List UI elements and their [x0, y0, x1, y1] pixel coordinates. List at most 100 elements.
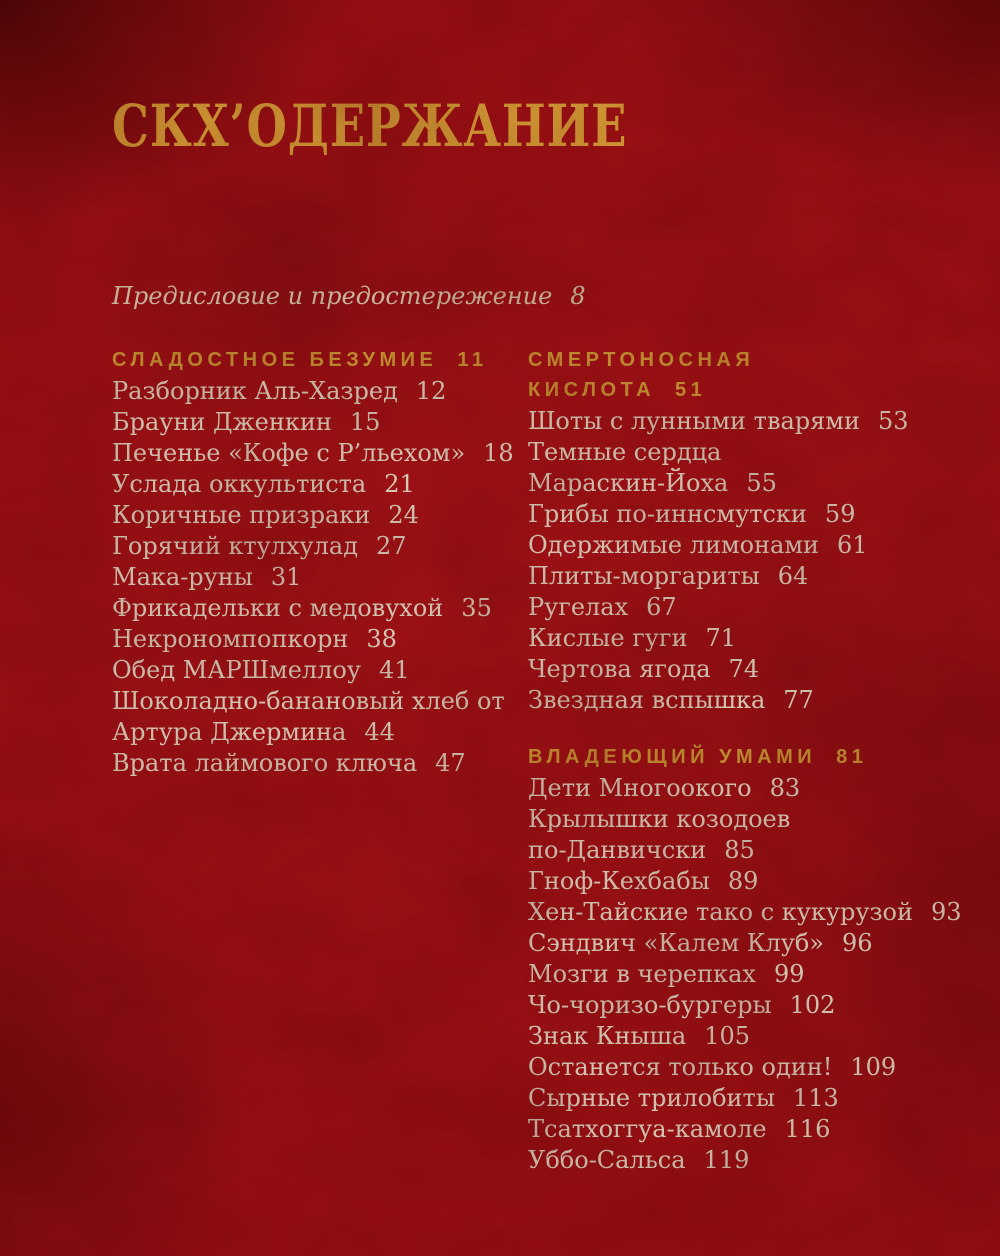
toc-item-label: Дети Многоокого — [528, 774, 752, 802]
toc-item-label: Мака-руны — [112, 563, 253, 591]
toc-item-label: Шоты с лунными тварями — [528, 407, 860, 435]
toc-item: Плиты-моргариты 64 — [528, 561, 1000, 592]
toc-item-label: Темные сердца Мараскин-Йоха — [528, 438, 729, 497]
toc-item: Хен-Тайские тако с кукурузой 93 — [528, 897, 1000, 928]
section-page-number: 81 — [836, 746, 868, 768]
section-title: ВЛАДЕЮЩИЙ УМАМИ — [528, 746, 817, 768]
toc-item-label: Услада оккультиста — [112, 470, 367, 498]
toc-item-label: Печенье «Кофе с Р’льехом» — [112, 439, 466, 467]
toc-item: Грибы по-иннсмутски 59 — [528, 499, 1000, 530]
toc-item-page-number: 59 — [824, 500, 856, 528]
toc-item-page-number: 15 — [349, 408, 381, 436]
toc-item: Тсатхоггуа-камоле 116 — [528, 1114, 1000, 1145]
toc-column-right: СМЕРТОНОСНАЯ КИСЛОТА 51 Шоты с лунными тв… — [528, 345, 1000, 1176]
toc-item-label: Грибы по-иннсмутски — [528, 500, 807, 528]
section-title: СМЕРТОНОСНАЯ КИСЛОТА — [528, 349, 755, 401]
toc-item-page-number: 24 — [388, 501, 419, 529]
preface-page-number: 8 — [570, 282, 586, 310]
toc-item-label: Тсатхоггуа-камоле — [528, 1115, 767, 1143]
toc-item-label: Некрономпопкорн — [112, 625, 349, 653]
toc-item: Темные сердца Мараскин-Йоха 55 — [528, 437, 1000, 499]
toc-item: Шоколадно-банановый хлеб от Артура Джерм… — [112, 686, 528, 748]
toc-item-page-number: 12 — [415, 377, 447, 405]
toc-item-page-number: 61 — [837, 531, 868, 559]
section-header: СЛАДОСТНОЕ БЕЗУМИЕ 11 — [112, 345, 528, 375]
section-header: ВЛАДЕЮЩИЙ УМАМИ 81 — [528, 742, 1000, 772]
toc-item-page-number: 38 — [366, 625, 397, 653]
toc-item-label: Коричные призраки — [112, 501, 371, 529]
toc-item-page-number: 71 — [705, 624, 737, 652]
toc-item-page-number: 27 — [375, 532, 407, 560]
toc-item-page-number: 105 — [704, 1022, 750, 1050]
section-page-number: 51 — [675, 379, 707, 401]
toc-item-page-number: 53 — [877, 407, 909, 435]
toc-item: Мака-руны 31 — [112, 562, 528, 593]
toc-item-label: Одержимые лимонами — [528, 531, 820, 559]
toc-item: Ругелах 67 — [528, 592, 1000, 623]
toc-item: Гноф-Кехбабы 89 — [528, 866, 1000, 897]
toc-item: Обед МАРШмеллоу 41 — [112, 655, 528, 686]
toc-item-page-number: 116 — [784, 1115, 831, 1143]
toc-item-label: Горячий ктулхулад — [112, 532, 358, 560]
toc-item: Печенье «Кофе с Р’льехом» 18 — [112, 438, 528, 469]
toc-item-label: Чо-чоризо-бургеры — [528, 991, 772, 1019]
toc-item-label: Звездная вспышка — [528, 686, 766, 714]
toc-item-label: Ругелах — [528, 593, 629, 621]
toc-column-left: СЛАДОСТНОЕ БЕЗУМИЕ 11 Разборник Аль-Хазре… — [112, 345, 528, 779]
toc-item-page-number: 44 — [364, 718, 395, 746]
toc-item-label: Сэндвич «Калем Клуб» — [528, 929, 824, 957]
toc-item-list: Дети Многоокого 83 Крылышки козодоев по-Д… — [528, 773, 1000, 1176]
toc-item-page-number: 21 — [384, 470, 415, 498]
toc-item-label: Останется только один! — [528, 1053, 833, 1081]
toc-item: Уббо-Сальса 119 — [528, 1145, 1000, 1176]
toc-item-page-number: 47 — [435, 749, 466, 777]
preface-entry: Предисловие и предостережение 8 — [112, 281, 1000, 311]
toc-item-page-number: 113 — [792, 1084, 839, 1112]
toc-item-page-number: 96 — [841, 929, 873, 957]
toc-item-page-number: 85 — [724, 836, 755, 864]
preface-label: Предисловие и предостережение — [112, 282, 553, 310]
toc-item-page-number: 93 — [930, 898, 962, 926]
toc-item: Сэндвич «Калем Клуб» 96 — [528, 928, 1000, 959]
toc-item-label: Чертова ягода — [528, 655, 711, 683]
toc-item: Знак Кныша 105 — [528, 1021, 1000, 1052]
toc-item: Шоты с лунными тварями 53 — [528, 406, 1000, 437]
toc-item: Мозги в черепках 99 — [528, 959, 1000, 990]
toc-item-page-number: 74 — [728, 655, 760, 683]
toc-item: Дети Многоокого 83 — [528, 773, 1000, 804]
toc-item-label: Уббо-Сальса — [528, 1146, 686, 1174]
toc-item-list: Шоты с лунными тварями 53 Темные сердца М… — [528, 406, 1000, 716]
toc-item-label: Сырные трилобиты — [528, 1084, 775, 1112]
toc-item-label: Фрикадельки с медовухой — [112, 594, 444, 622]
toc-item: Чертова ягода 74 — [528, 654, 1000, 685]
toc-item-page-number: 77 — [783, 686, 814, 714]
toc-item-label: Гноф-Кехбабы — [528, 867, 710, 895]
toc-item-page-number: 55 — [746, 469, 777, 497]
section-header: СМЕРТОНОСНАЯ КИСЛОТА 51 — [528, 345, 1000, 405]
toc-item: Горячий ктулхулад 27 — [112, 531, 528, 562]
toc-item: Врата лаймового ключа 47 — [112, 748, 528, 779]
toc-item-page-number: 102 — [789, 991, 836, 1019]
toc-item-page-number: 83 — [769, 774, 801, 802]
toc-item-page-number: 119 — [703, 1146, 750, 1174]
toc-item: Крылышки козодоев по-Данвичски 85 — [528, 804, 1000, 866]
toc-item-label: Шоколадно-банановый хлеб от Артура Джерм… — [112, 687, 505, 746]
toc-item-label: Мозги в черепках — [528, 960, 756, 988]
toc-item-label: Плиты-моргариты — [528, 562, 760, 590]
toc-item: Сырные трилобиты 113 — [528, 1083, 1000, 1114]
toc-item: Останется только один! 109 — [528, 1052, 1000, 1083]
toc-item-page-number: 99 — [773, 960, 805, 988]
toc-item-label: Врата лаймового ключа — [112, 749, 418, 777]
toc-item: Некрономпопкорн 38 — [112, 624, 528, 655]
toc-item-page-number: 31 — [270, 563, 302, 591]
toc-item-label: Обед МАРШмеллоу — [112, 656, 361, 684]
toc-item-page-number: 64 — [777, 562, 809, 590]
toc-item-page-number: 89 — [727, 867, 759, 895]
toc-item: Брауни Дженкин 15 — [112, 407, 528, 438]
toc-columns: СЛАДОСТНОЕ БЕЗУМИЕ 11 Разборник Аль-Хазре… — [112, 345, 1000, 1176]
toc-item-list: Разборник Аль-Хазред 12 Брауни Дженкин 15 … — [112, 376, 528, 779]
toc-item: Звездная вспышка 77 — [528, 685, 1000, 716]
page-title: СКХ’ОДЕРЖАНИЕ — [112, 92, 628, 160]
